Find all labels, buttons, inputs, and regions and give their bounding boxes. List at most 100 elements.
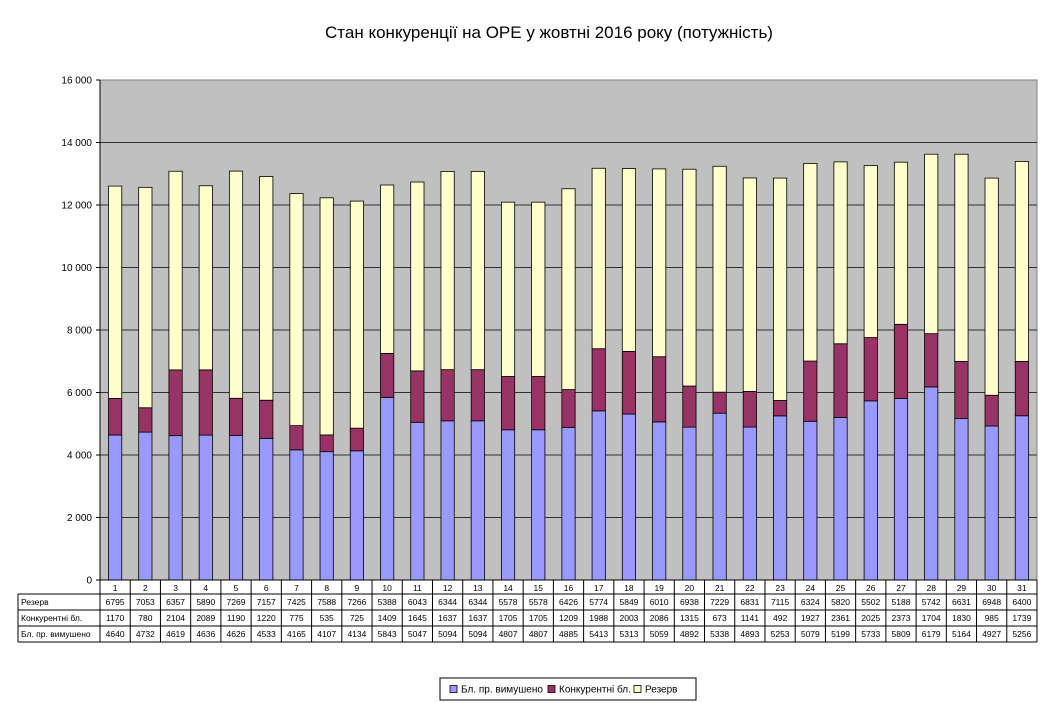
bar-segment-competitive <box>591 348 606 412</box>
table-cell: 4640 <box>106 629 125 639</box>
table-cell: 6344 <box>438 597 457 607</box>
table-cell: 6357 <box>166 597 185 607</box>
table-cell: 4807 <box>499 629 518 639</box>
x-tick-label: 21 <box>715 583 725 593</box>
table-cell: 535 <box>320 613 334 623</box>
table-cell: 7425 <box>287 597 306 607</box>
table-cell: 1830 <box>952 613 971 623</box>
bar-segment-forced <box>984 425 999 581</box>
table-cell: 5413 <box>589 629 608 639</box>
bar-segment-reserve <box>259 176 274 401</box>
bar-segment-reserve <box>198 185 213 371</box>
bar-segment-reserve <box>470 171 485 371</box>
table-cell: 6324 <box>801 597 820 607</box>
data-table: 1 2 3 4 5 6 7 8 9 10 11 12 13 14 15 16 17 18 19 20 21 22 23 24 2… <box>17 579 1038 643</box>
table-cell: 1209 <box>559 613 578 623</box>
bar-segment-forced <box>773 415 788 581</box>
table-cell: 5774 <box>589 597 608 607</box>
x-tick-label: 25 <box>836 583 846 593</box>
table-cell: 4619 <box>166 629 185 639</box>
bar-segment-competitive <box>682 385 697 428</box>
table-cell: 5253 <box>771 629 790 639</box>
bar-segment-reserve <box>561 188 576 390</box>
bar-segment-forced <box>531 429 546 581</box>
bar-segment-forced <box>803 420 818 581</box>
x-tick-label: 2 <box>143 583 148 593</box>
bar-segment-competitive <box>349 427 364 452</box>
table-cell: 985 <box>985 613 999 623</box>
y-tick-label: 0 <box>86 576 92 587</box>
bar-segment-reserve <box>742 177 757 392</box>
bar-segment-reserve <box>500 201 516 377</box>
bar-segment-reserve <box>591 167 606 350</box>
bar-segment-reserve <box>893 161 909 325</box>
table-cell: 1704 <box>922 613 941 623</box>
x-tick-label: 20 <box>685 583 695 593</box>
table-cell: 5079 <box>801 629 820 639</box>
bar-segment-competitive <box>803 360 818 422</box>
x-tick-label: 10 <box>382 583 392 593</box>
bar-segment-forced <box>742 426 757 581</box>
table-cell: 1705 <box>529 613 548 623</box>
table-cell: 1409 <box>378 613 397 623</box>
bar-segment-forced <box>168 435 183 581</box>
bar-segment-reserve <box>349 200 364 429</box>
legend: Бл. пр. вимушено Конкурентні бл. Резерв <box>439 677 697 701</box>
bar-segment-competitive <box>168 369 183 437</box>
table-row-label: Резерв <box>21 597 49 607</box>
x-tick-label: 4 <box>203 583 208 593</box>
table-cell: 5094 <box>438 629 457 639</box>
bar-segment-forced <box>289 449 304 581</box>
legend-label: Резерв <box>645 685 677 696</box>
table-cell: 6426 <box>559 597 578 607</box>
bar-segment-competitive <box>712 391 727 414</box>
x-tick-label: 1 <box>113 583 118 593</box>
bar-segment-reserve <box>712 165 727 393</box>
bar-segment-reserve <box>1014 161 1029 362</box>
table-cell: 4165 <box>287 629 306 639</box>
bar-segment-reserve <box>803 163 818 362</box>
table-cell: 4927 <box>982 629 1001 639</box>
legend-box <box>439 677 697 701</box>
y-tick-label: 12 000 <box>61 201 92 212</box>
bar-segment-forced <box>893 398 909 581</box>
bar-segment-competitive <box>500 376 516 431</box>
table-cell: 780 <box>138 613 152 623</box>
x-tick-label: 27 <box>896 583 906 593</box>
x-tick-label: 26 <box>866 583 876 593</box>
x-tick-label: 31 <box>1017 583 1027 593</box>
bar-segment-forced <box>108 434 123 581</box>
table-cell: 4134 <box>347 629 366 639</box>
table-cell: 5578 <box>499 597 518 607</box>
legend-label: Бл. пр. вимушено <box>461 685 543 696</box>
y-axis: 0 2 000 4 000 6 000 8 000 10 000 12 000 14 000 1… <box>61 76 101 587</box>
table-cell: 5578 <box>529 597 548 607</box>
bar-segment-forced <box>349 450 364 581</box>
table-cell: 1190 <box>227 613 246 623</box>
table-cell: 5502 <box>861 597 880 607</box>
table-cell: 5820 <box>831 597 850 607</box>
bar-segment-forced <box>1014 415 1029 581</box>
table-row-label: Бл. пр. вимушено <box>21 629 91 639</box>
x-tick-label: 29 <box>957 583 967 593</box>
table-cell: 2104 <box>166 613 185 623</box>
y-tick-label: 2 000 <box>67 513 92 524</box>
table-cell: 6043 <box>408 597 427 607</box>
bar-segment-forced <box>652 421 667 581</box>
chart-title: Стан конкуренції на ОРЕ у жовтні 2016 ро… <box>325 23 773 42</box>
table-cell: 1170 <box>106 613 125 623</box>
bar-segment-competitive <box>924 333 939 388</box>
table-cell: 2003 <box>619 613 638 623</box>
x-tick-label: 13 <box>473 583 483 593</box>
x-tick-label: 5 <box>234 583 239 593</box>
bar-segment-reserve <box>621 168 637 352</box>
bar-segment-competitive <box>1014 361 1029 417</box>
table-cell: 1637 <box>438 613 457 623</box>
bar-segment-reserve <box>863 165 878 338</box>
y-tick-label: 10 000 <box>61 263 92 274</box>
bar-segment-competitive <box>108 398 123 436</box>
table-cell: 5094 <box>468 629 487 639</box>
bar-segment-forced <box>319 451 334 581</box>
bar-segment-reserve <box>984 177 999 396</box>
